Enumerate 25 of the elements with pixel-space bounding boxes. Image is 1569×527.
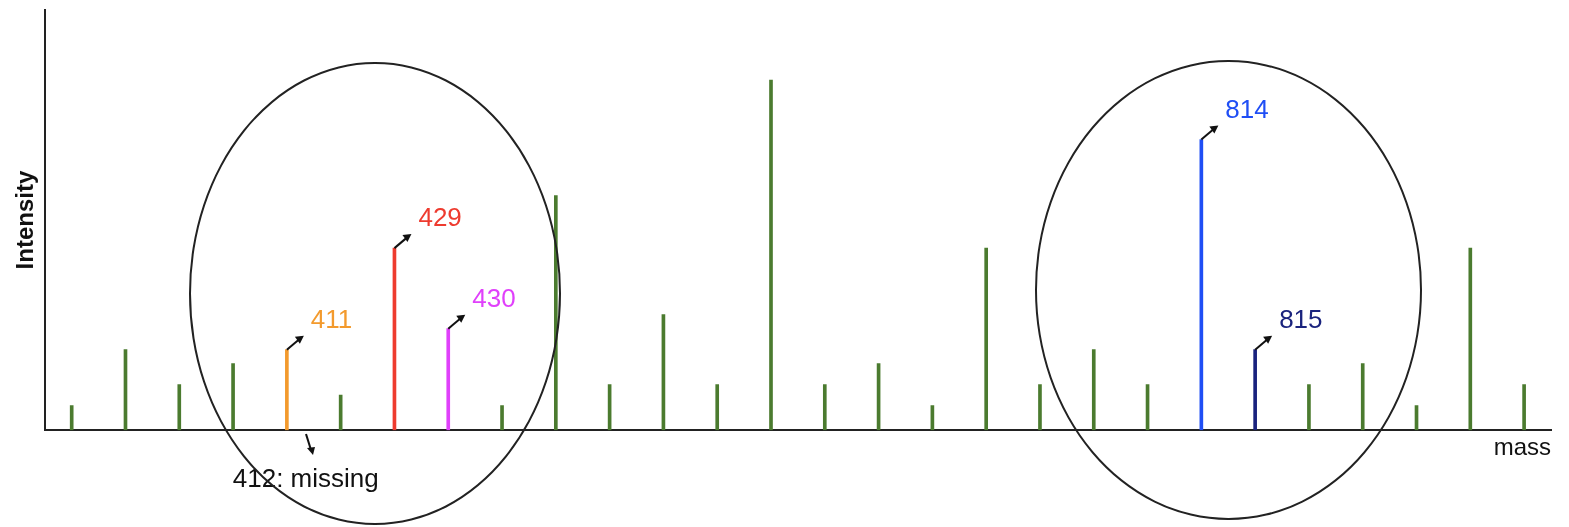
x-axis-title: mass bbox=[1493, 433, 1551, 461]
bar bbox=[285, 349, 289, 431]
bar bbox=[446, 328, 451, 431]
bar bbox=[69, 405, 74, 431]
y-axis-title: Intensity bbox=[11, 170, 39, 270]
series-label: 411 bbox=[310, 303, 353, 334]
bar bbox=[1253, 349, 1257, 431]
bar bbox=[822, 384, 827, 431]
bar bbox=[500, 405, 504, 431]
bar bbox=[554, 195, 558, 431]
series-label: 429 bbox=[418, 202, 462, 233]
series-label: 815 bbox=[1279, 303, 1323, 334]
bar bbox=[231, 363, 235, 431]
bar bbox=[1307, 384, 1311, 431]
series-label: 430 bbox=[472, 282, 516, 313]
bar bbox=[177, 384, 182, 431]
bar bbox=[769, 79, 773, 431]
bar bbox=[1522, 384, 1526, 431]
bar bbox=[1038, 384, 1042, 431]
bar bbox=[1360, 363, 1365, 431]
bar bbox=[1468, 247, 1473, 431]
bar bbox=[984, 247, 989, 431]
bar bbox=[715, 384, 720, 431]
series-label: 814 bbox=[1225, 93, 1269, 124]
bar bbox=[1091, 349, 1096, 431]
